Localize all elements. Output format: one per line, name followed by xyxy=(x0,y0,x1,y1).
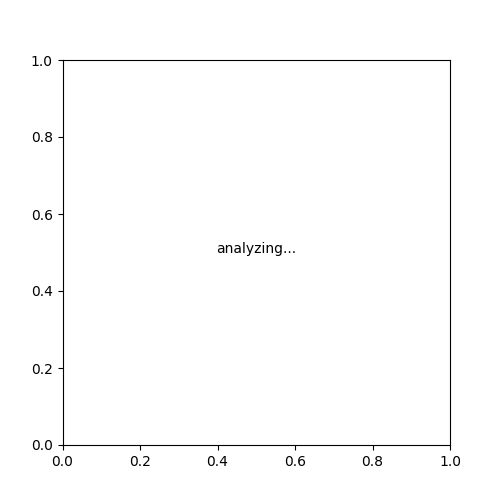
Text: analyzing...: analyzing... xyxy=(216,242,296,256)
